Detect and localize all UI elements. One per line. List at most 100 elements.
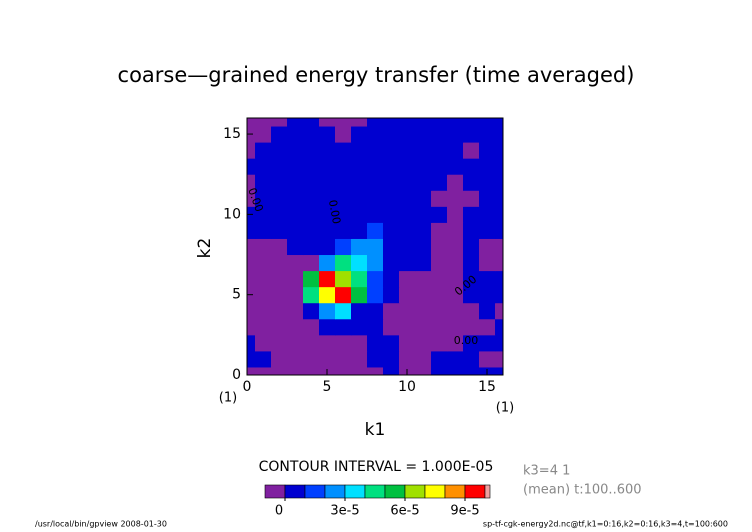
field-cell bbox=[303, 174, 320, 191]
field-cell bbox=[447, 270, 464, 288]
colorbar-box bbox=[384, 484, 406, 499]
field-cell bbox=[351, 158, 368, 175]
field-cell bbox=[399, 334, 416, 352]
colorbar-box bbox=[284, 484, 306, 499]
field-cell bbox=[431, 350, 448, 368]
field-cell bbox=[319, 286, 336, 304]
field-cell bbox=[303, 334, 320, 352]
x-tick-label: 15 bbox=[478, 379, 496, 395]
field-cell bbox=[495, 174, 503, 191]
field-cell bbox=[303, 350, 320, 368]
colorbar-box bbox=[484, 484, 491, 499]
colorbar-tick-label: 3e-5 bbox=[330, 504, 359, 519]
field-cell bbox=[287, 350, 304, 368]
x-axis-label: k1 bbox=[365, 420, 386, 440]
field-cell bbox=[335, 254, 352, 272]
field-cell bbox=[271, 118, 288, 127]
field-cell bbox=[399, 222, 416, 239]
field-cell bbox=[463, 118, 480, 127]
field-cell bbox=[335, 334, 352, 352]
field-cell bbox=[319, 206, 336, 223]
field-cell bbox=[431, 158, 448, 175]
field-cell bbox=[247, 158, 256, 175]
field-cell bbox=[383, 334, 400, 352]
field-cell bbox=[479, 254, 496, 272]
field-cell bbox=[255, 318, 272, 336]
field-cell bbox=[303, 366, 320, 375]
field-cell bbox=[351, 126, 368, 143]
y-tick-label: 10 bbox=[223, 206, 241, 222]
field-cell bbox=[463, 286, 480, 304]
field-cell bbox=[383, 366, 400, 375]
field-cell bbox=[479, 334, 496, 352]
field-cell bbox=[367, 206, 384, 223]
field-cell bbox=[479, 206, 496, 223]
field-cell bbox=[479, 318, 496, 336]
contour-interval: CONTOUR INTERVAL = 1.000E-05 bbox=[259, 459, 494, 475]
field-cell bbox=[495, 142, 503, 159]
field-cell bbox=[447, 366, 464, 375]
field-cell bbox=[415, 302, 432, 320]
field-cell bbox=[351, 366, 368, 375]
field-cell bbox=[383, 126, 400, 143]
field-cell bbox=[367, 334, 384, 352]
field-cell bbox=[383, 190, 400, 207]
field-cell bbox=[367, 318, 384, 336]
field-cell bbox=[463, 126, 480, 143]
field-cell bbox=[415, 238, 432, 256]
field-cell bbox=[247, 142, 256, 159]
field-cell bbox=[335, 190, 352, 207]
field-cell bbox=[271, 286, 288, 304]
field-cell bbox=[255, 206, 272, 223]
plot-frame bbox=[246, 117, 504, 376]
field-cell bbox=[415, 286, 432, 304]
field-cell bbox=[255, 254, 272, 272]
field-cell bbox=[303, 302, 320, 320]
field-cell bbox=[303, 270, 320, 288]
field-cell bbox=[463, 206, 480, 223]
field-cell bbox=[415, 142, 432, 159]
field-cell bbox=[255, 286, 272, 304]
field-cell bbox=[335, 174, 352, 191]
field-cell bbox=[303, 238, 320, 256]
field-cell bbox=[431, 238, 448, 256]
field-cell bbox=[415, 334, 432, 352]
field-cell bbox=[287, 318, 304, 336]
field-cell bbox=[255, 118, 272, 127]
field-cell bbox=[399, 254, 416, 272]
field-cell bbox=[383, 350, 400, 368]
field-cell bbox=[247, 350, 256, 368]
field-cell bbox=[367, 174, 384, 191]
field-cell bbox=[271, 334, 288, 352]
field-cell bbox=[367, 270, 384, 288]
field-cell bbox=[495, 366, 503, 375]
field-cell bbox=[479, 174, 496, 191]
field-cell bbox=[367, 254, 384, 272]
field-cell bbox=[447, 302, 464, 320]
field-cell bbox=[287, 158, 304, 175]
field-cell bbox=[463, 350, 480, 368]
field-cell bbox=[479, 238, 496, 256]
field-cell bbox=[287, 206, 304, 223]
field-cell bbox=[447, 174, 464, 191]
colorbar-box bbox=[264, 484, 286, 499]
field-cell bbox=[319, 222, 336, 239]
x-tick-label: 0 bbox=[243, 379, 252, 395]
field-cell bbox=[463, 334, 480, 352]
x-tick-label: 5 bbox=[323, 379, 332, 395]
field-cell bbox=[367, 118, 384, 127]
field-cell bbox=[447, 118, 464, 127]
colorbar-box bbox=[404, 484, 426, 499]
field-cell bbox=[415, 190, 432, 207]
field-cell bbox=[415, 174, 432, 191]
field-cell bbox=[479, 302, 496, 320]
field-cell bbox=[367, 190, 384, 207]
field-cell bbox=[383, 270, 400, 288]
field-cell bbox=[463, 142, 480, 159]
colorbar-tick-label: 0 bbox=[275, 504, 283, 519]
colorbar-box bbox=[304, 484, 326, 499]
field-cell bbox=[303, 158, 320, 175]
field-cell bbox=[431, 222, 448, 239]
field-cell bbox=[431, 318, 448, 336]
field-cell bbox=[399, 238, 416, 256]
